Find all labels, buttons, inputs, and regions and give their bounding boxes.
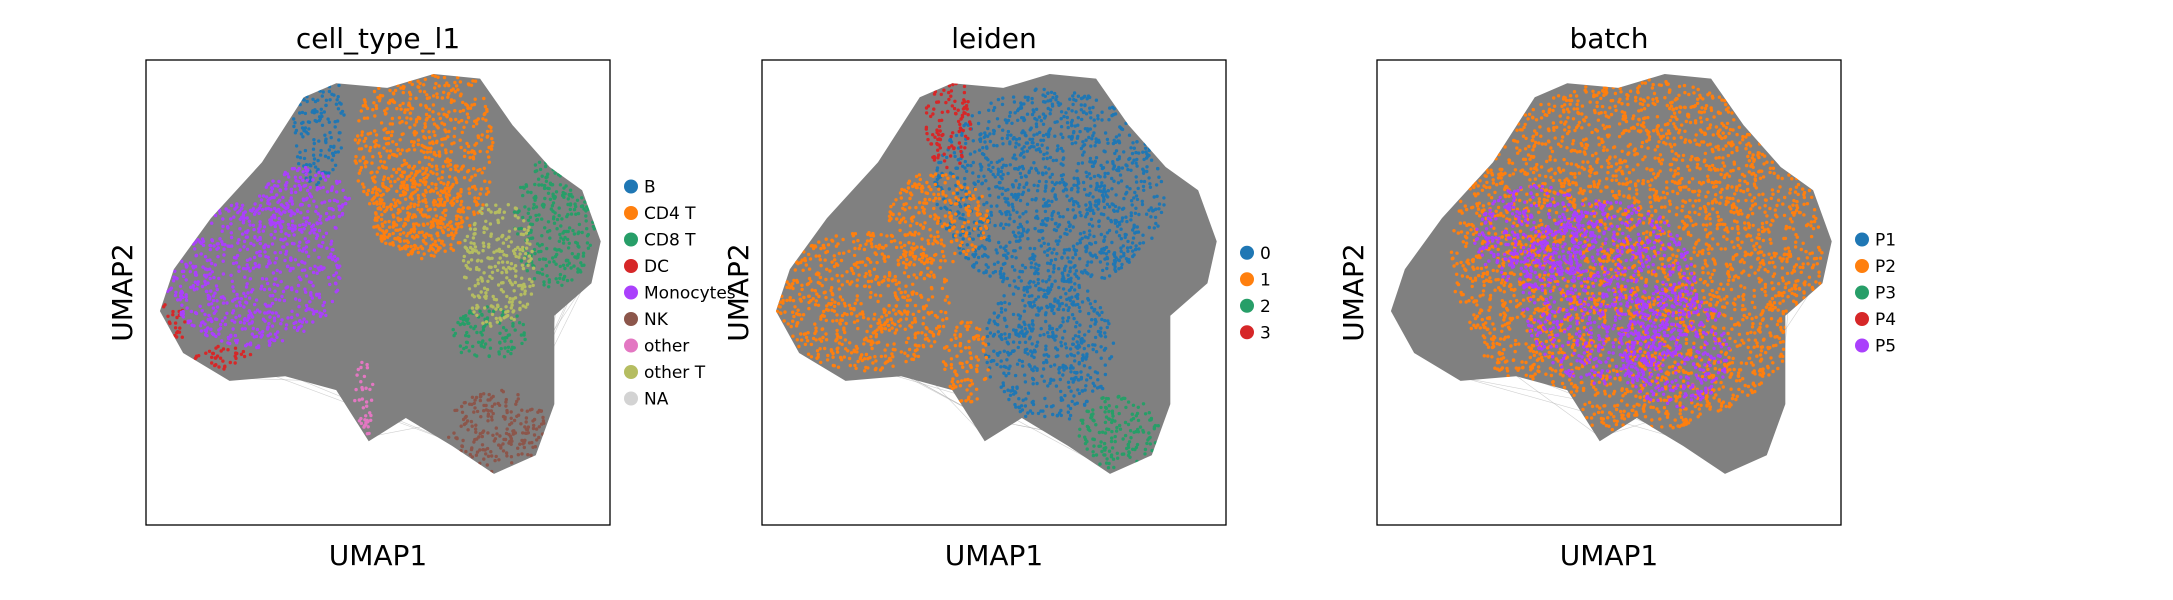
axes-frame xyxy=(145,59,611,526)
legend-label: CD8 T xyxy=(644,231,696,251)
umap-panel-0: cell_type_l1 UMAP1 UMAP2 B CD4 T CD8 T DC Monoc… xyxy=(106,22,736,572)
legend: B CD4 T CD8 T DC Monocytes NK other other T NA xyxy=(624,178,736,410)
series-points-1 xyxy=(775,172,990,404)
legend-marker xyxy=(1855,285,1869,300)
legend-marker xyxy=(1240,272,1254,287)
series-points-other-t xyxy=(461,203,536,328)
legend-marker xyxy=(1855,312,1869,326)
legend: P1 P2 P3 P4 P5 xyxy=(1855,231,1896,357)
legend-label: other xyxy=(644,337,689,357)
umap-panel-2: batch UMAP1 UMAP2 P1 P2 P3 P4 P5 xyxy=(1337,22,1896,572)
legend-marker xyxy=(1855,259,1869,273)
y-axis-label: UMAP2 xyxy=(106,243,139,342)
legend-marker xyxy=(624,338,638,353)
axes-frame xyxy=(761,59,1227,526)
legend-label: P1 xyxy=(1875,231,1896,251)
series-points-b xyxy=(292,83,346,187)
series-points-dc xyxy=(162,303,253,371)
legend-marker xyxy=(1240,245,1254,260)
legend-label: DC xyxy=(644,257,669,277)
series-points-nk xyxy=(447,388,546,474)
axes-frame xyxy=(1376,59,1842,526)
legend-label: P3 xyxy=(1875,284,1896,304)
legend-marker xyxy=(1240,298,1254,313)
legend-label: P2 xyxy=(1875,257,1896,277)
legend-label: NK xyxy=(644,310,669,330)
series-points-cd8-t xyxy=(451,160,596,359)
legend-label: P5 xyxy=(1875,337,1896,357)
panel-title: cell_type_l1 xyxy=(296,22,460,55)
legend-label: 3 xyxy=(1260,323,1271,343)
series-points-2 xyxy=(1077,394,1161,470)
legend-marker xyxy=(624,365,638,379)
legend-label: P4 xyxy=(1875,310,1896,330)
legend-marker xyxy=(624,285,638,300)
series-points-other xyxy=(353,360,375,436)
legend-label: Monocytes xyxy=(644,284,736,304)
legend-marker xyxy=(1240,325,1254,340)
legend-label: B xyxy=(644,178,656,198)
legend: 0 1 2 3 xyxy=(1240,244,1271,343)
legend-marker xyxy=(624,206,638,220)
legend-label: 0 xyxy=(1260,244,1271,264)
legend-label: 2 xyxy=(1260,297,1271,317)
series-points-p5 xyxy=(1473,183,1731,409)
y-axis-label: UMAP2 xyxy=(1337,243,1370,342)
cell-cloud-background xyxy=(775,73,1217,474)
legend-label: NA xyxy=(644,390,669,410)
legend-label: other T xyxy=(644,363,706,383)
x-axis-label: UMAP1 xyxy=(945,539,1044,572)
legend-label: CD4 T xyxy=(644,204,696,224)
legend-marker xyxy=(1855,338,1869,353)
cell-cloud-background xyxy=(159,73,601,474)
umap-panel-1: leiden UMAP1 UMAP2 0 1 2 3 xyxy=(722,22,1271,572)
series-points-3 xyxy=(924,81,973,170)
series-points-monocytes xyxy=(166,165,351,350)
panel-title: leiden xyxy=(951,22,1037,55)
legend-marker xyxy=(624,391,638,406)
legend-marker xyxy=(1855,232,1869,247)
legend-label: 1 xyxy=(1260,270,1271,290)
legend-marker xyxy=(624,259,638,273)
series-points-cd4-t xyxy=(353,73,495,261)
x-axis-label: UMAP1 xyxy=(1560,539,1659,572)
panel-title: batch xyxy=(1569,22,1648,55)
legend-marker xyxy=(624,232,638,247)
legend-marker xyxy=(624,312,638,326)
y-axis-label: UMAP2 xyxy=(722,243,755,342)
legend-marker xyxy=(624,179,638,194)
series-points-0 xyxy=(933,87,1166,421)
x-axis-label: UMAP1 xyxy=(329,539,428,572)
